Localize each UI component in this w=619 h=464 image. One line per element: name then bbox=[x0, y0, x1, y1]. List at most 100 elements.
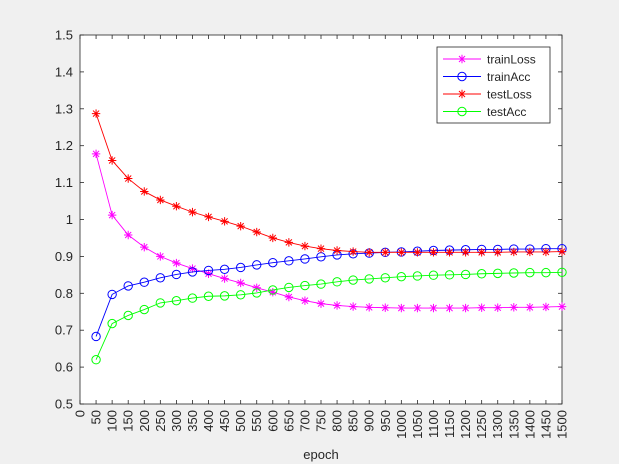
legend-marker bbox=[457, 89, 467, 99]
data-point bbox=[252, 283, 261, 292]
data-point bbox=[156, 195, 165, 205]
legend-label: trainAcc bbox=[487, 70, 530, 84]
x-tick-label: 400 bbox=[201, 410, 216, 432]
data-point bbox=[380, 273, 390, 283]
x-tick-label: 450 bbox=[217, 410, 232, 432]
x-tick-label: 650 bbox=[281, 410, 296, 432]
y-tick-label: 1 bbox=[66, 212, 73, 227]
x-tick-label: 0 bbox=[73, 410, 88, 417]
data-point bbox=[444, 270, 455, 280]
data-point bbox=[332, 246, 342, 255]
data-point bbox=[493, 248, 502, 257]
y-tick-label: 0.8 bbox=[55, 286, 73, 301]
data-point bbox=[509, 303, 518, 312]
data-point bbox=[91, 149, 101, 159]
x-tick-label: 600 bbox=[265, 410, 280, 432]
x-tick-label: 50 bbox=[89, 410, 104, 424]
x-tick-label: 850 bbox=[346, 410, 361, 432]
y-tick-label: 0.9 bbox=[55, 249, 73, 264]
data-point bbox=[316, 279, 326, 289]
x-tick-label: 1350 bbox=[506, 410, 521, 439]
y-tick-label: 1.4 bbox=[55, 64, 73, 79]
data-point bbox=[396, 271, 407, 282]
x-tick-label: 150 bbox=[121, 410, 136, 432]
legend-item: trainLoss bbox=[443, 53, 536, 67]
data-point bbox=[477, 303, 486, 312]
y-tick-label: 1.1 bbox=[55, 175, 73, 190]
data-point bbox=[236, 278, 245, 288]
data-point bbox=[525, 267, 535, 278]
data-point bbox=[188, 264, 197, 273]
x-tick-label: 1250 bbox=[474, 410, 489, 439]
data-point bbox=[123, 310, 133, 321]
data-point bbox=[525, 303, 535, 312]
series-testLoss bbox=[91, 109, 567, 257]
data-point bbox=[429, 303, 438, 313]
data-point bbox=[381, 248, 390, 257]
data-point bbox=[139, 277, 149, 287]
data-point bbox=[252, 288, 262, 298]
legend-marker bbox=[457, 54, 467, 64]
data-point bbox=[397, 303, 406, 313]
data-point bbox=[461, 303, 470, 313]
data-point bbox=[140, 242, 149, 252]
x-tick-label: 900 bbox=[362, 410, 377, 432]
data-point bbox=[268, 233, 277, 243]
data-point bbox=[107, 156, 117, 165]
data-point bbox=[412, 271, 423, 281]
data-point bbox=[268, 285, 278, 295]
x-tick-label: 200 bbox=[137, 410, 152, 432]
x-tick-label: 1400 bbox=[522, 410, 537, 439]
data-point bbox=[107, 289, 117, 300]
data-point bbox=[365, 248, 374, 257]
legend-marker bbox=[457, 106, 467, 117]
data-point bbox=[381, 303, 390, 312]
legend-item: testLoss bbox=[443, 88, 532, 102]
data-point bbox=[91, 109, 101, 118]
legend-box bbox=[436, 46, 551, 124]
series-group bbox=[91, 109, 567, 365]
x-tick-label: 750 bbox=[314, 410, 329, 432]
data-point bbox=[252, 260, 262, 270]
data-point bbox=[348, 302, 358, 311]
x-tick-label: 300 bbox=[169, 410, 184, 432]
x-tick-label: 1100 bbox=[426, 410, 441, 438]
data-point bbox=[300, 254, 310, 264]
data-point bbox=[268, 287, 277, 297]
data-point bbox=[413, 248, 422, 257]
data-point bbox=[541, 247, 551, 257]
x-tick-label: 700 bbox=[297, 410, 312, 432]
y-tick-label: 0.5 bbox=[55, 397, 73, 412]
data-point bbox=[204, 269, 213, 278]
legend-label: trainLoss bbox=[487, 53, 536, 67]
data-point bbox=[140, 187, 149, 196]
x-tick-label: 550 bbox=[249, 410, 264, 432]
data-point bbox=[316, 244, 326, 253]
x-tick-label: 1000 bbox=[394, 410, 409, 439]
data-point bbox=[397, 248, 406, 257]
data-point bbox=[107, 210, 117, 220]
data-point bbox=[348, 247, 358, 256]
data-point bbox=[284, 256, 294, 266]
data-point bbox=[332, 301, 342, 310]
data-point bbox=[332, 277, 342, 287]
data-point bbox=[236, 221, 245, 231]
data-point bbox=[203, 291, 214, 301]
data-point bbox=[203, 265, 214, 276]
data-point bbox=[445, 248, 454, 257]
data-point bbox=[91, 355, 101, 365]
x-tick-label: 950 bbox=[378, 410, 393, 432]
x-tick-label: 1150 bbox=[442, 410, 457, 438]
data-point bbox=[107, 318, 117, 329]
data-point bbox=[219, 264, 230, 275]
data-point bbox=[268, 257, 278, 268]
data-point bbox=[172, 258, 181, 268]
data-point bbox=[541, 267, 551, 278]
data-point bbox=[428, 270, 439, 280]
x-tick-label: 250 bbox=[153, 410, 168, 432]
x-tick-label: 1050 bbox=[410, 410, 425, 439]
data-point bbox=[557, 267, 567, 277]
data-point bbox=[219, 291, 230, 301]
data-point bbox=[187, 293, 198, 303]
